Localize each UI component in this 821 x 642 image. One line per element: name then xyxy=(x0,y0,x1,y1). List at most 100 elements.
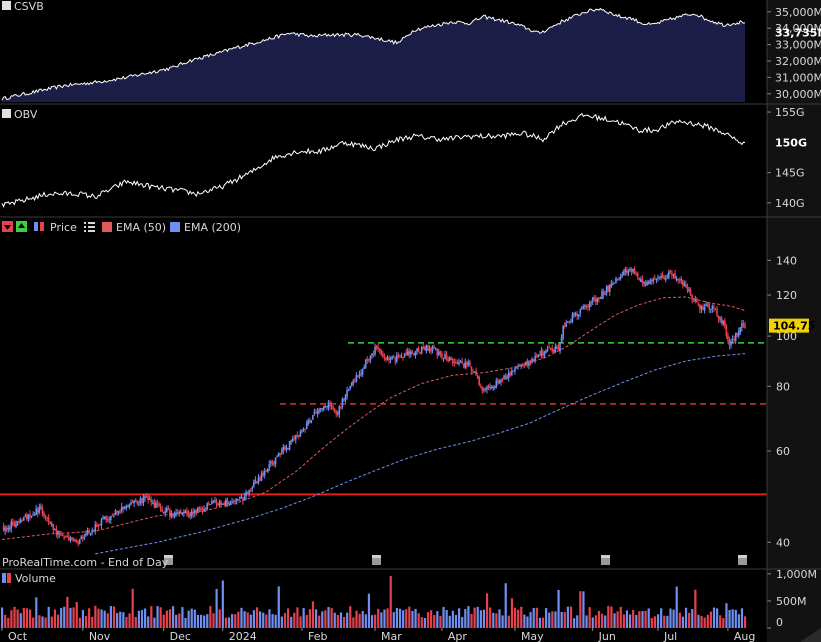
candle-body xyxy=(186,510,188,514)
volume-bar xyxy=(734,609,737,628)
panel-square-icon[interactable] xyxy=(2,109,11,118)
candle-body xyxy=(369,356,372,361)
candle-body xyxy=(714,308,717,310)
volume-bar xyxy=(641,611,644,628)
volume-bar xyxy=(367,593,371,628)
candle-body xyxy=(201,510,204,512)
candle-body xyxy=(414,351,417,355)
candle-body xyxy=(520,364,522,366)
volume-bar xyxy=(318,615,321,628)
volume-bar xyxy=(507,615,510,628)
candle-body xyxy=(172,513,174,516)
volume-bar xyxy=(414,608,417,628)
price-tick-label: 40 xyxy=(776,536,790,549)
candle-body xyxy=(55,528,58,535)
candle-body xyxy=(57,531,59,535)
volume-bar xyxy=(324,610,327,628)
list-icon[interactable] xyxy=(84,222,95,232)
candle-body xyxy=(605,286,608,294)
volume-bar xyxy=(271,613,274,628)
volume-bar-icon[interactable] xyxy=(7,573,11,583)
csvb-tick-label: 35,000M xyxy=(775,6,821,19)
volume-bar xyxy=(144,608,147,628)
candle-body xyxy=(559,343,561,352)
ema200-label[interactable]: EMA (200) xyxy=(184,221,241,234)
volume-bar xyxy=(669,608,672,628)
candle-body xyxy=(304,429,306,431)
volume-bar xyxy=(262,612,265,628)
volume-bar xyxy=(579,591,582,628)
buy-arrow-icon[interactable] xyxy=(16,221,27,232)
volume-bar xyxy=(517,609,520,628)
calendar-icon[interactable] xyxy=(601,555,610,565)
candle-body xyxy=(169,509,171,517)
volume-bar xyxy=(619,606,622,628)
candle-body xyxy=(646,282,648,286)
candle-body xyxy=(251,487,254,490)
volume-bar xyxy=(709,611,713,628)
candle-body xyxy=(675,278,678,281)
sell-arrow-icon[interactable] xyxy=(2,221,13,232)
ema200-swatch xyxy=(170,222,180,232)
candle-body xyxy=(131,502,134,504)
candle-body xyxy=(354,381,356,383)
volume-bar xyxy=(128,613,131,628)
volume-bar xyxy=(16,609,19,628)
calendar-icon[interactable] xyxy=(372,555,381,565)
candle-body xyxy=(741,323,743,328)
candle-body xyxy=(512,370,515,372)
calendar-icon[interactable] xyxy=(164,555,173,565)
candle-body xyxy=(327,402,330,408)
x-tick-label: Apr xyxy=(448,630,468,642)
candle-body xyxy=(689,289,692,296)
volume-bar xyxy=(84,616,88,628)
candle-body xyxy=(476,375,479,379)
candle-body xyxy=(568,321,571,323)
candle-body xyxy=(103,516,106,519)
candle-body xyxy=(548,347,550,349)
volume-bar xyxy=(504,583,507,628)
volume-bar xyxy=(4,614,7,628)
volume-bar xyxy=(532,608,535,628)
info-icon[interactable] xyxy=(738,555,747,565)
candle-body xyxy=(570,321,572,323)
volume-bar xyxy=(305,615,308,628)
price-tick-label: 140 xyxy=(776,254,797,267)
volume-bar xyxy=(330,608,333,628)
candle-body xyxy=(319,408,322,410)
volume-bar xyxy=(252,610,256,628)
volume-bar xyxy=(122,612,125,628)
volume-bar xyxy=(672,609,675,628)
volume-bar xyxy=(576,615,579,628)
candle-body xyxy=(105,516,107,521)
volume-bar xyxy=(193,609,196,628)
volume-bar xyxy=(342,617,346,628)
candle-body xyxy=(89,533,92,535)
candle-body xyxy=(265,470,268,472)
ema50-label[interactable]: EMA (50) xyxy=(116,221,166,234)
candle-body xyxy=(66,536,69,538)
candle-body xyxy=(366,358,369,361)
candle-body xyxy=(92,530,95,532)
candle-body xyxy=(315,412,317,414)
candlestick-icon[interactable] xyxy=(34,222,44,231)
volume-bar xyxy=(240,607,243,628)
candle-body xyxy=(386,357,389,360)
candle-body xyxy=(175,512,177,514)
volume-bar xyxy=(44,617,47,628)
candle-body xyxy=(58,531,61,535)
candle-body xyxy=(703,307,706,311)
candle-body xyxy=(257,477,260,484)
candle-body xyxy=(340,407,342,409)
resize-handle[interactable] xyxy=(800,628,821,642)
panel-square-icon[interactable] xyxy=(2,1,11,10)
volume-bar-icon[interactable] xyxy=(2,573,6,583)
volume-bar xyxy=(703,617,706,628)
csvb-panel: 35,000M 34,000M 33,000M 32,000M 31,000M 30,00… xyxy=(1,6,821,102)
candle-body xyxy=(551,348,554,352)
price-label[interactable]: Price xyxy=(50,221,77,234)
candle-body xyxy=(358,374,361,377)
candle-body xyxy=(137,503,140,505)
candle-body xyxy=(284,446,286,450)
volume-bar xyxy=(91,616,94,628)
